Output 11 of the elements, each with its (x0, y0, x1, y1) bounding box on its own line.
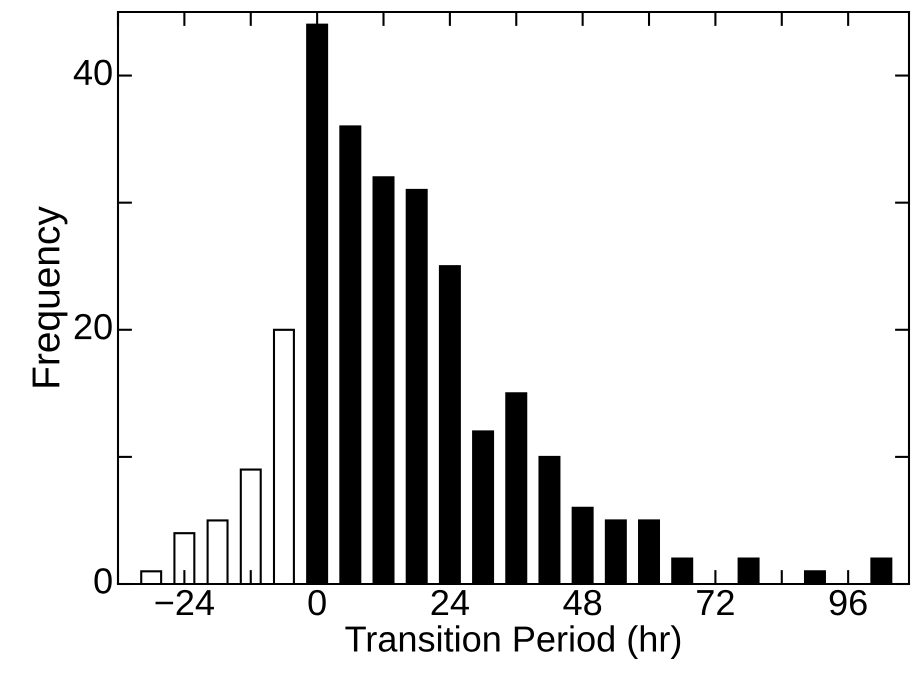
x-tick-label: −24 (156, 590, 214, 616)
y-tick-label: 0 (94, 568, 112, 594)
x-tick-label: 24 (432, 590, 469, 616)
x-tick-label: 0 (308, 590, 326, 616)
x-tick-label: 72 (697, 590, 734, 616)
y-tick-label: 40 (74, 60, 112, 86)
y-axis-title: Frequency (32, 206, 68, 387)
x-tick-label: 48 (563, 590, 602, 616)
x-axis-title: Transition Period (hr) (345, 625, 680, 659)
y-tick-label: 20 (74, 314, 112, 340)
x-tick-label: 96 (830, 590, 867, 616)
